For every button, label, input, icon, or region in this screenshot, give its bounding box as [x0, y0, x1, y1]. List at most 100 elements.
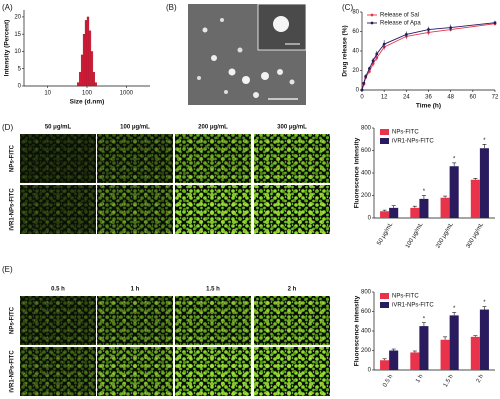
micrograph-cells: [175, 296, 251, 345]
legend-label: iVR1-NPs-FITC: [392, 303, 434, 309]
y-tick-label: 200: [361, 193, 372, 199]
bar: [419, 198, 429, 218]
histogram-bar: [90, 51, 94, 87]
column-label: 1 h: [131, 287, 140, 293]
histogram-bar: [84, 20, 88, 87]
panel-label: (B): [166, 3, 177, 12]
bar: [410, 207, 420, 218]
panel-label: (D): [2, 123, 13, 132]
y-axis-title: Drug release (%): [342, 25, 349, 76]
micrograph-cells: [254, 296, 330, 345]
legend-label: NPs-FITC: [392, 130, 419, 136]
y-axis-title: Intensity (Percent): [4, 20, 11, 77]
bar: [479, 148, 489, 218]
legend-swatch: [380, 302, 389, 308]
y-tick-label: 80: [352, 10, 359, 16]
column-label: 300 μg/mL: [277, 125, 307, 131]
legend-swatch: [380, 129, 389, 135]
x-tick-label: 0: [360, 95, 364, 101]
histogram-bar: [94, 82, 97, 87]
bar: [389, 350, 399, 370]
panel-label: (C): [342, 3, 353, 12]
x-tick-label: 1000: [120, 91, 134, 97]
point: [382, 42, 386, 46]
panel-label: (A): [2, 3, 13, 12]
point: [427, 28, 430, 31]
row-label: NPs-FITC: [10, 144, 16, 172]
x-tick-label: 100 μg/mL: [405, 221, 425, 249]
bar: [419, 326, 429, 370]
histogram-bar: [88, 30, 92, 87]
x-tick-label: 10: [44, 91, 51, 97]
x-tick-label: 1 h: [415, 374, 424, 384]
column-label: 1.5 h: [206, 287, 220, 293]
micrograph-cells: [175, 185, 251, 234]
histogram-bar: [78, 72, 82, 87]
tem-image: [188, 3, 307, 105]
micrograph-cells: [20, 296, 96, 345]
y-tick-label: 800: [361, 126, 372, 132]
column-label: 100 μg/mL: [120, 125, 150, 131]
significance-star: *: [483, 300, 486, 306]
micrograph-cells: [254, 134, 330, 183]
row-label: iVR1-NPs-FITC: [10, 350, 16, 393]
y-tick-label: 20: [14, 14, 21, 20]
micrograph-cells: [20, 347, 96, 396]
column-label: 200 μg/mL: [198, 125, 228, 131]
point: [362, 81, 366, 85]
y-tick-label: 400: [361, 329, 372, 335]
x-tick-label: 72: [492, 95, 499, 101]
x-tick-label: 48: [447, 95, 454, 101]
x-tick-label: 12: [381, 95, 388, 101]
histogram-bar: [86, 16, 90, 87]
legend-label: Release of Sal: [380, 13, 419, 19]
row-label: NPs-FITC: [10, 306, 16, 334]
bar: [449, 166, 459, 218]
x-axis-title: Time (h): [416, 103, 441, 110]
y-tick-label: 15: [14, 32, 21, 38]
point: [375, 56, 379, 60]
bar: [470, 179, 480, 218]
histogram-bar: [82, 34, 86, 87]
significance-star: *: [423, 189, 426, 195]
y-tick-label: 20: [352, 68, 359, 74]
y-tick-label: 400: [361, 171, 372, 177]
significance-star: *: [483, 138, 486, 144]
column-label: 0.5 h: [51, 287, 65, 293]
bar: [380, 211, 390, 218]
y-axis-title: Fluorescence intensity: [354, 295, 361, 366]
histogram-bar: [92, 72, 96, 87]
x-tick-label: 2 h: [476, 374, 485, 384]
point: [493, 21, 497, 25]
bar: [380, 360, 390, 370]
point: [367, 67, 371, 70]
bar: [440, 339, 450, 370]
bar: [389, 207, 399, 218]
x-tick-label: 60: [469, 95, 476, 101]
micrograph-cells: [254, 185, 330, 234]
significance-star: *: [453, 306, 456, 312]
row-label: iVR1-NPs-FITC: [10, 188, 16, 231]
significance-star: *: [453, 156, 456, 162]
y-tick-label: 60: [352, 29, 359, 35]
y-tick-label: 0: [18, 84, 22, 90]
point: [371, 59, 375, 63]
panel-label: (E): [2, 265, 13, 274]
bar: [470, 336, 480, 370]
column-label: 2 h: [288, 287, 297, 293]
significance-star: *: [423, 316, 426, 322]
bar: [449, 315, 459, 370]
y-tick-label: 0: [368, 216, 372, 222]
legend-label: Release of Apa: [380, 21, 421, 27]
point: [364, 74, 368, 78]
y-tick-label: 0: [356, 88, 360, 94]
x-tick-label: 50 μg/mL: [376, 221, 394, 246]
micrograph-cells: [254, 347, 330, 396]
legend-marker: [370, 13, 374, 17]
micrograph-cells: [97, 347, 173, 396]
point: [449, 26, 453, 29]
y-axis-title: Fluorescence intensity: [354, 137, 361, 208]
micrograph-cells: [97, 134, 173, 183]
column-label: 50 μg/mL: [45, 125, 72, 131]
